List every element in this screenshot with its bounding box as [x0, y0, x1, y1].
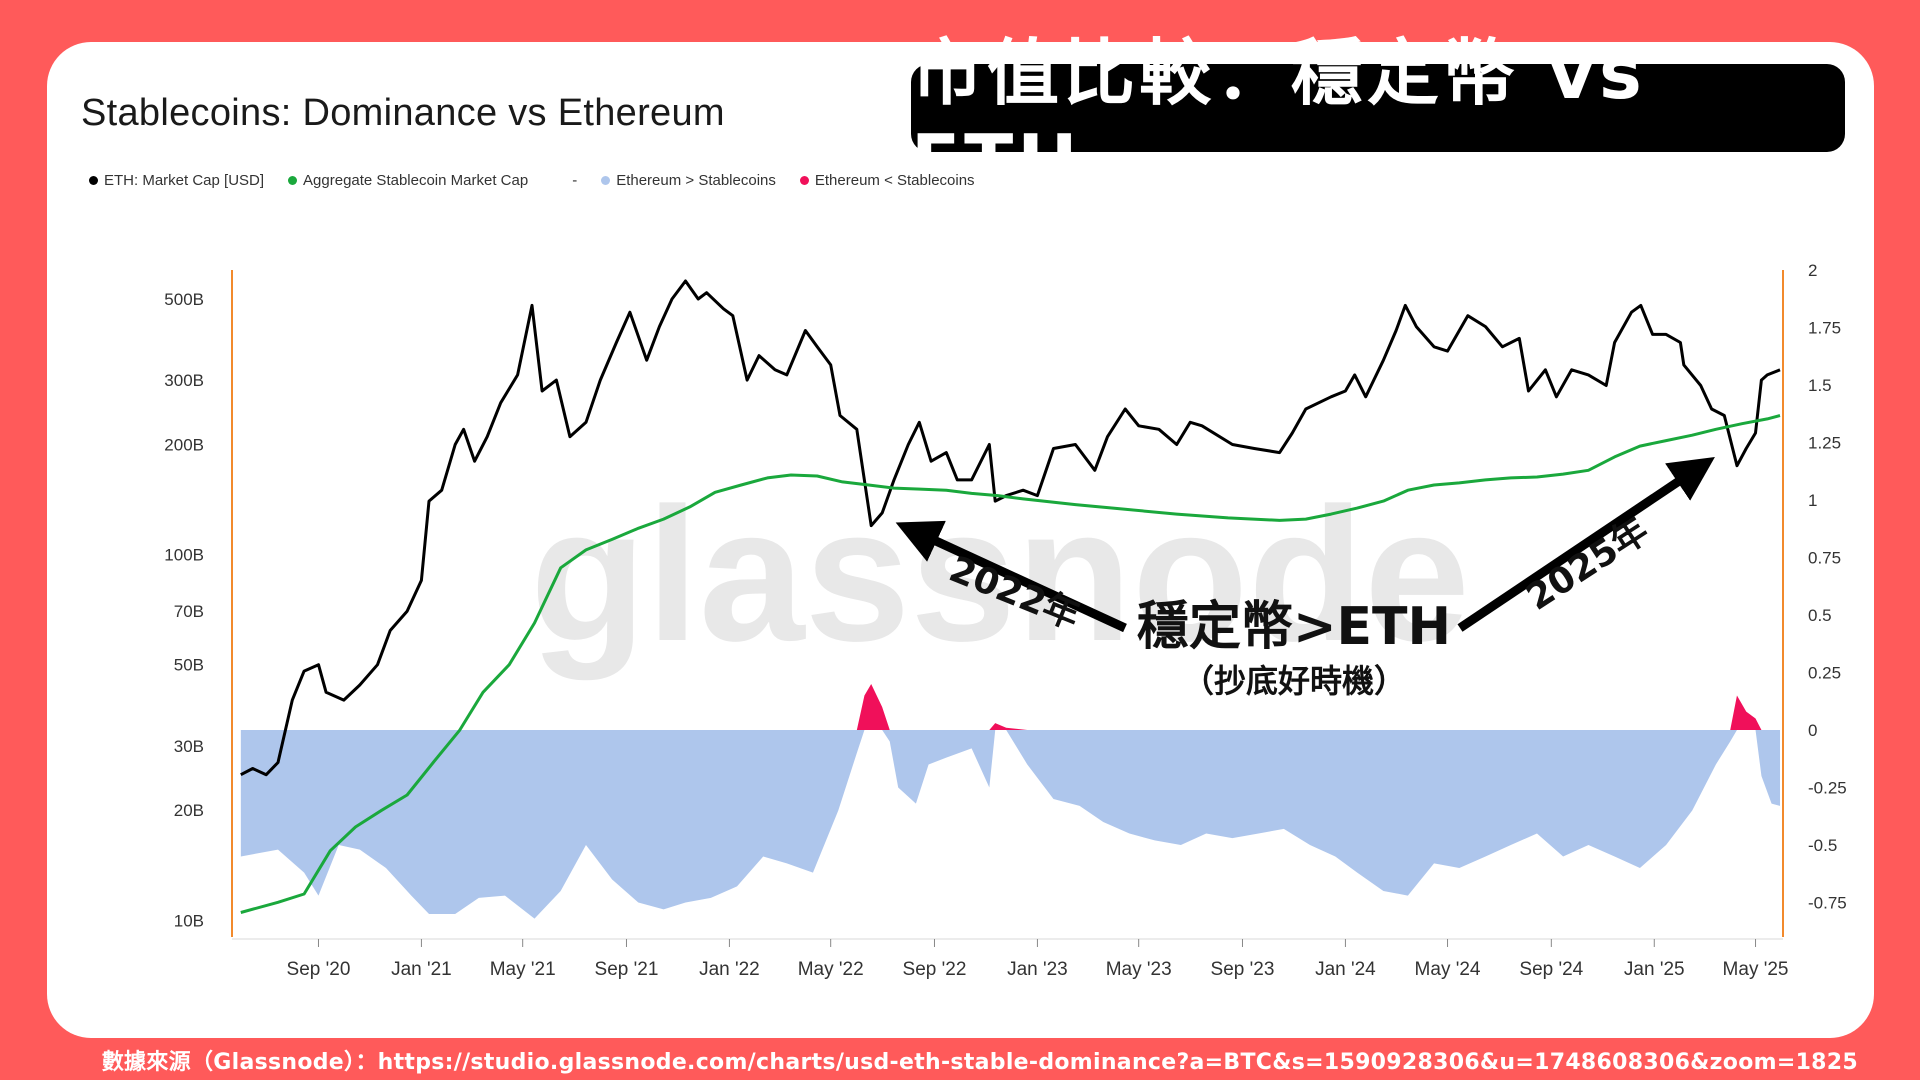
- legend-label: -: [572, 171, 578, 189]
- legend-dot-icon: [288, 175, 298, 185]
- headline-text: 市值比較：穩定幣 vs ETH: [911, 30, 1646, 203]
- legend-label: ETH: Market Cap [USD]: [104, 171, 265, 189]
- legend-item-eth-above[interactable]: Ethereum > Stablecoins: [601, 172, 776, 189]
- chart-title: Stablecoins: Dominance vs Ethereum: [81, 92, 725, 134]
- legend-label: Aggregate Stablecoin Market Cap: [303, 171, 529, 189]
- legend-label: Ethereum > Stablecoins: [616, 171, 776, 189]
- legend-dot-icon: [89, 175, 98, 185]
- legend-item-eth-below[interactable]: Ethereum < Stablecoins: [799, 171, 975, 189]
- legend-dot-icon: [601, 175, 611, 185]
- headline-banner: 市值比較：穩定幣 vs ETH: [911, 30, 1845, 203]
- legend-dot-icon: [799, 175, 809, 185]
- legend-label: Ethereum < Stablecoins: [814, 171, 975, 189]
- source-footer: 數據來源（Glassnode）：https://studio.glassnode…: [101, 1050, 1858, 1075]
- legend: ETH: Market Cap [USD] Aggregate Stableco…: [89, 170, 975, 190]
- legend-item-dash[interactable]: -: [572, 172, 577, 189]
- legend-item-stablecoin[interactable]: Aggregate Stablecoin Market Cap: [288, 172, 528, 189]
- legend-item-eth[interactable]: ETH: Market Cap [USD]: [89, 172, 264, 189]
